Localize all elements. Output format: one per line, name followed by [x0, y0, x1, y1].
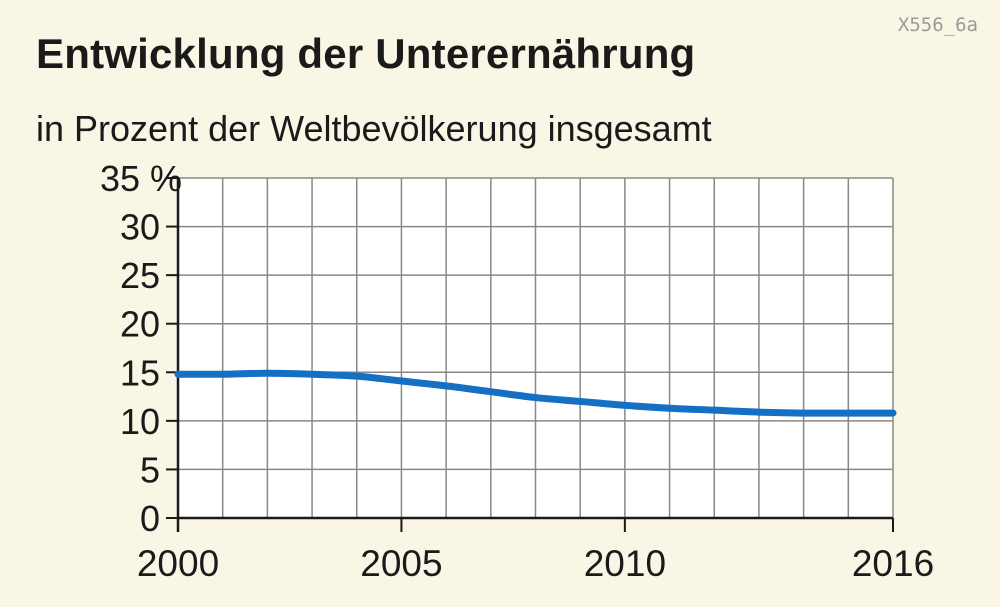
y-tick-label: 20 [120, 304, 160, 345]
y-tick-label: 35 % [100, 158, 182, 199]
data-series-line [174, 369, 897, 417]
chart-subtitle: in Prozent der Weltbevölkerung insgesamt [36, 108, 712, 149]
x-tick-label: 2010 [584, 543, 666, 584]
y-tick-label: 15 [120, 352, 160, 393]
y-tick-label: 5 [140, 449, 160, 490]
image-code: X556_6a [897, 14, 978, 36]
y-tick-label: 25 [120, 255, 160, 296]
x-tick-label: 2000 [137, 543, 219, 584]
chart-title: Entwicklung der Unterernährung [36, 30, 696, 77]
y-tick-label: 10 [120, 401, 160, 442]
x-tick-label: 2016 [852, 543, 934, 584]
y-tick-label: 0 [140, 498, 160, 539]
y-tick-label: 30 [120, 207, 160, 248]
x-tick-label: 2005 [360, 543, 442, 584]
